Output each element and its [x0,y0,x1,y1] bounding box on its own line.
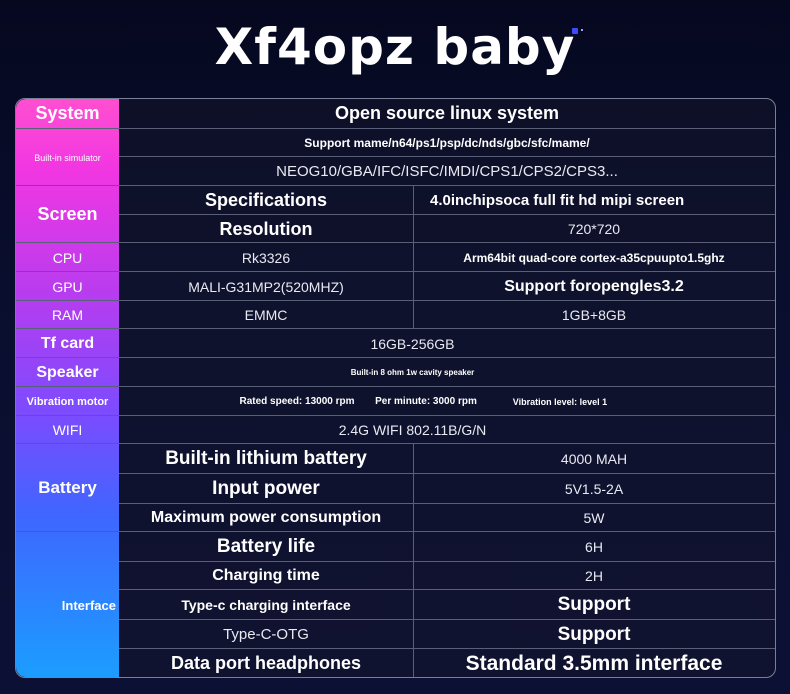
battery-builtin-row: Built-in lithium battery 4000 MAH [119,443,775,474]
row-label-screen: Screen [37,204,98,224]
decorative-dot [572,28,578,34]
interface-typec-row: Type-c charging interface Support [119,589,775,620]
row-label-battery: Battery [38,478,97,497]
cpu-detail: Arm64bit quad-core cortex-a35cpuupto1.5g… [463,250,725,265]
ram-detail: 1GB+8GB [561,307,627,323]
vibration-per-minute: Per minute: 3000 rpm [375,396,477,407]
speaker-value: Built-in 8 ohm 1w cavity speaker [350,368,475,377]
label-column [16,99,119,677]
gpu-detail: Support foropengles3.2 [504,277,684,295]
interface-life-value: 6H [585,539,603,555]
interface-charge-value: 2H [585,568,603,584]
cpu-model: Rk3326 [241,249,291,266]
interface-charge-label: Charging time [212,567,320,584]
row-label-wifi: WIFI [52,422,83,438]
interface-headphones-row: Data port headphones Standard 3.5mm inte… [119,648,775,677]
battery-builtin-value: 4000 MAH [560,451,628,467]
spec-row-wifi: WIFI 2.4G WIFI 802.11B/G/N [16,415,775,444]
interface-life-row: Battery life 6H [119,531,775,562]
simulator-support-row: Support mame/n64/ps1/psp/dc/nds/gbc/sfc/… [119,128,775,157]
battery-input-label: Input power [212,478,320,499]
battery-input-row: Input power 5V1.5-2A [119,473,775,504]
interface-otg-row: Type-C-OTG Support [119,619,775,649]
tf-card-value: 16GB-256GB [370,335,455,352]
spec-row-speaker: Speaker Built-in 8 ohm 1w cavity speaker [16,357,775,387]
row-label-speaker: Speaker [36,363,99,381]
system-value: Open source linux system [334,103,560,123]
vibration-rated-speed: Rated speed: 13000 rpm [239,396,355,407]
simulator-support-value: Support mame/n64/ps1/psp/dc/nds/gbc/sfc/… [304,136,590,150]
interface-headphones-label: Data port headphones [170,653,362,673]
interface-charge-row: Charging time 2H [119,561,775,590]
interface-typec-value: Support [557,594,631,615]
row-label-built-in-simulator: Built-in simulator [34,152,101,163]
spec-row-system: System Open source linux system [16,99,775,128]
decorative-dot [581,29,583,31]
row-label-tf-card: Tf card [40,334,95,352]
screen-spec-label: Specifications [204,190,328,210]
screen-spec-row: Specifications 4.0inchipsoca full fit hd… [119,185,775,215]
screen-resolution-value: 720*720 [567,221,621,237]
row-label-interface: Interface [61,597,116,613]
spec-row-ram: RAM EMMC 1GB+8GB [16,300,775,329]
ram-model: EMMC [244,307,288,323]
page-title: Xf4opz baby [214,18,576,76]
spec-table: System Open source linux system Built-in… [15,98,776,678]
battery-max-value: 5W [583,510,605,526]
simulator-list-value: NEOG10/GBA/IFC/ISFC/IMDI/CPS1/CPS2/CPS3.… [276,163,618,180]
spec-row-gpu: GPU MALI-G31MP2(520MHZ) Support foropeng… [16,271,775,301]
row-label-gpu: GPU [52,278,83,295]
row-label-vibration-motor: Vibration motor [26,395,109,408]
gpu-model: MALI-G31MP2(520MHZ) [188,278,344,295]
battery-max-label: Maximum power consumption [150,509,382,526]
interface-life-label: Battery life [216,536,316,557]
spec-row-vibration-motor: Vibration motor Rated speed: 13000 rpm P… [16,386,775,416]
battery-builtin-label: Built-in lithium battery [165,448,367,469]
screen-spec-value: 4.0inchipsoca full fit hd mipi screen [430,192,685,209]
battery-max-row: Maximum power consumption 5W [119,503,775,532]
screen-resolution-row: Resolution 720*720 [119,214,775,243]
spec-row-cpu: CPU Rk3326 Arm64bit quad-core cortex-a35… [16,242,775,272]
row-label-ram: RAM [51,307,84,323]
screen-resolution-label: Resolution [219,218,313,239]
spec-row-tf-card: Tf card 16GB-256GB [16,328,775,358]
simulator-list-row: NEOG10/GBA/IFC/ISFC/IMDI/CPS1/CPS2/CPS3.… [119,156,775,186]
interface-headphones-value: Standard 3.5mm interface [465,651,723,675]
interface-typec-label: Type-c charging interface [181,597,351,613]
vibration-level: Vibration level: level 1 [512,396,608,407]
row-label-cpu: CPU [52,249,83,266]
interface-otg-label: Type-C-OTG [223,626,309,643]
battery-input-value: 5V1.5-2A [564,481,624,497]
row-label-system: System [35,103,100,123]
wifi-value: 2.4G WIFI 802.11B/G/N [338,422,487,438]
interface-otg-value: Support [557,623,631,645]
